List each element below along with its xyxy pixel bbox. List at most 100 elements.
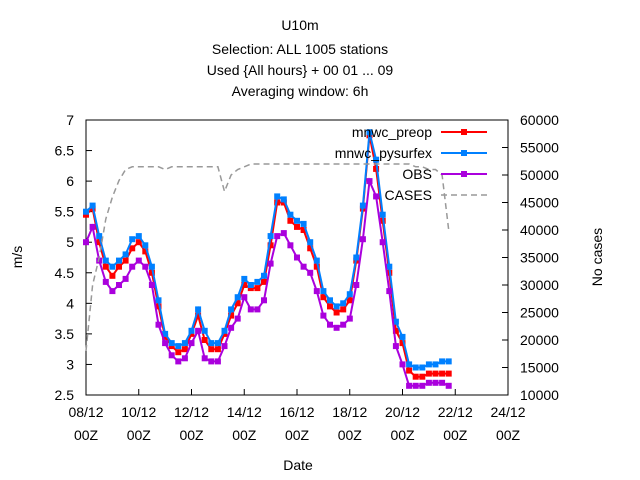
data-point-mnwc_pysurfex: [261, 272, 267, 279]
y2-tick-label: 55000: [520, 140, 559, 156]
y-tick-label: 5: [66, 234, 74, 250]
y-tick-label: 6.5: [55, 143, 75, 159]
chart-title: U10m Selection: ALL 1005 stations Used {…: [207, 17, 394, 99]
data-point-OBS: [307, 269, 314, 276]
data-point-OBS: [241, 294, 248, 301]
data-point-mnwc_pysurfex: [247, 282, 254, 288]
data-point-mnwc_pysurfex: [353, 254, 360, 261]
data-point-OBS: [109, 288, 116, 295]
data-point-mnwc_pysurfex: [359, 202, 366, 209]
y-tick-label: 6: [66, 173, 74, 189]
data-point-OBS: [102, 278, 109, 285]
x-tick-label-hour: 00Z: [443, 427, 468, 443]
data-point-mnwc_preop: [181, 346, 188, 353]
data-point-mnwc_pysurfex: [214, 340, 221, 347]
data-point-mnwc_pysurfex: [287, 211, 294, 218]
y-tick-label: 5.5: [55, 204, 75, 220]
legend-marker-OBS: [461, 171, 467, 177]
data-point-mnwc_preop: [122, 257, 129, 264]
data-point-mnwc_pysurfex: [399, 333, 406, 340]
data-point-mnwc_preop: [241, 282, 248, 288]
x-tick-label: 22/12: [438, 404, 473, 420]
x-tick-label: 12/12: [174, 404, 209, 420]
data-point-mnwc_pysurfex: [425, 361, 432, 368]
data-point-mnwc_pysurfex: [392, 318, 399, 325]
data-point-mnwc_pysurfex: [148, 263, 155, 270]
data-point-OBS: [425, 379, 432, 386]
x-tick-label: 08/12: [68, 404, 103, 420]
data-point-mnwc_preop: [406, 367, 413, 374]
data-point-OBS: [195, 327, 202, 334]
data-point-mnwc_pysurfex: [181, 340, 188, 347]
data-point-mnwc_pysurfex: [294, 217, 300, 224]
legend-marker-mnwc_preop: [461, 129, 467, 135]
data-point-mnwc_pysurfex: [221, 327, 228, 334]
data-point-mnwc_preop: [327, 303, 333, 310]
data-point-OBS: [300, 263, 307, 270]
data-point-OBS: [373, 193, 380, 200]
x-tick-label: 10/12: [121, 404, 156, 420]
data-point-mnwc_pysurfex: [241, 275, 248, 282]
data-point-mnwc_preop: [294, 223, 300, 230]
legend-label-mnwc_pysurfex: mnwc_pysurfex: [335, 145, 432, 161]
title-line-3: Used {All hours} + 00 01 ... 09: [207, 62, 394, 78]
data-point-OBS: [399, 361, 406, 368]
x-tick-label: 18/12: [332, 404, 367, 420]
data-point-OBS: [201, 355, 208, 362]
data-point-mnwc_preop: [287, 217, 294, 224]
y2-tick-label: 40000: [520, 222, 559, 238]
data-point-OBS: [148, 282, 155, 288]
title-line-1: U10m: [281, 17, 318, 33]
x-tick-label-hour: 00Z: [74, 427, 99, 443]
data-point-OBS: [267, 260, 274, 267]
data-point-mnwc_preop: [399, 340, 406, 347]
data-point-OBS: [392, 343, 399, 350]
data-point-mnwc_preop: [320, 294, 327, 301]
data-point-OBS: [320, 312, 327, 319]
y2-tick-label: 30000: [520, 277, 559, 293]
data-point-OBS: [445, 382, 452, 389]
data-point-mnwc_preop: [234, 300, 241, 307]
data-point-mnwc_preop: [445, 370, 452, 377]
x-tick-label: 24/12: [490, 404, 525, 420]
title-line-2: Selection: ALL 1005 stations: [212, 41, 388, 57]
data-point-OBS: [340, 321, 347, 328]
data-point-OBS: [122, 275, 129, 282]
data-point-mnwc_preop: [116, 263, 122, 270]
data-point-mnwc_pysurfex: [83, 208, 89, 215]
data-point-mnwc_preop: [96, 239, 103, 246]
y2-tick-label: 50000: [520, 167, 559, 183]
data-point-mnwc_pysurfex: [432, 361, 439, 368]
y2-tick-label: 15000: [520, 360, 559, 376]
data-point-mnwc_preop: [208, 346, 215, 353]
y-tick-label: 4: [66, 295, 74, 311]
data-point-OBS: [333, 324, 340, 331]
data-point-mnwc_pysurfex: [142, 242, 149, 249]
data-point-mnwc_pysurfex: [274, 193, 281, 200]
series-line-OBS: [85, 177, 450, 387]
data-point-OBS: [83, 239, 89, 246]
y2-tick-label: 10000: [520, 387, 559, 403]
data-point-mnwc_pysurfex: [89, 202, 96, 209]
data-point-mnwc_pysurfex: [379, 211, 386, 218]
data-point-OBS: [175, 358, 182, 365]
data-point-OBS: [432, 379, 439, 386]
data-point-mnwc_preop: [221, 330, 228, 337]
data-point-mnwc_pysurfex: [419, 364, 426, 371]
series-line-mnwc_pysurfex: [85, 131, 449, 369]
data-point-mnwc_pysurfex: [307, 239, 314, 246]
legend-label-OBS: OBS: [402, 166, 432, 182]
y-tick-label: 3: [66, 356, 74, 372]
x-tick-label-hour: 00Z: [285, 427, 310, 443]
data-point-mnwc_preop: [432, 370, 439, 377]
y2-axis-label: No cases: [589, 228, 605, 286]
data-point-OBS: [181, 355, 188, 362]
data-point-mnwc_preop: [247, 285, 254, 292]
data-point-mnwc_pysurfex: [109, 263, 116, 270]
data-point-mnwc_preop: [175, 349, 182, 356]
data-point-OBS: [89, 223, 96, 230]
data-point-mnwc_preop: [267, 242, 274, 249]
data-point-mnwc_pysurfex: [234, 294, 241, 301]
y-tick-label: 3.5: [55, 326, 75, 342]
